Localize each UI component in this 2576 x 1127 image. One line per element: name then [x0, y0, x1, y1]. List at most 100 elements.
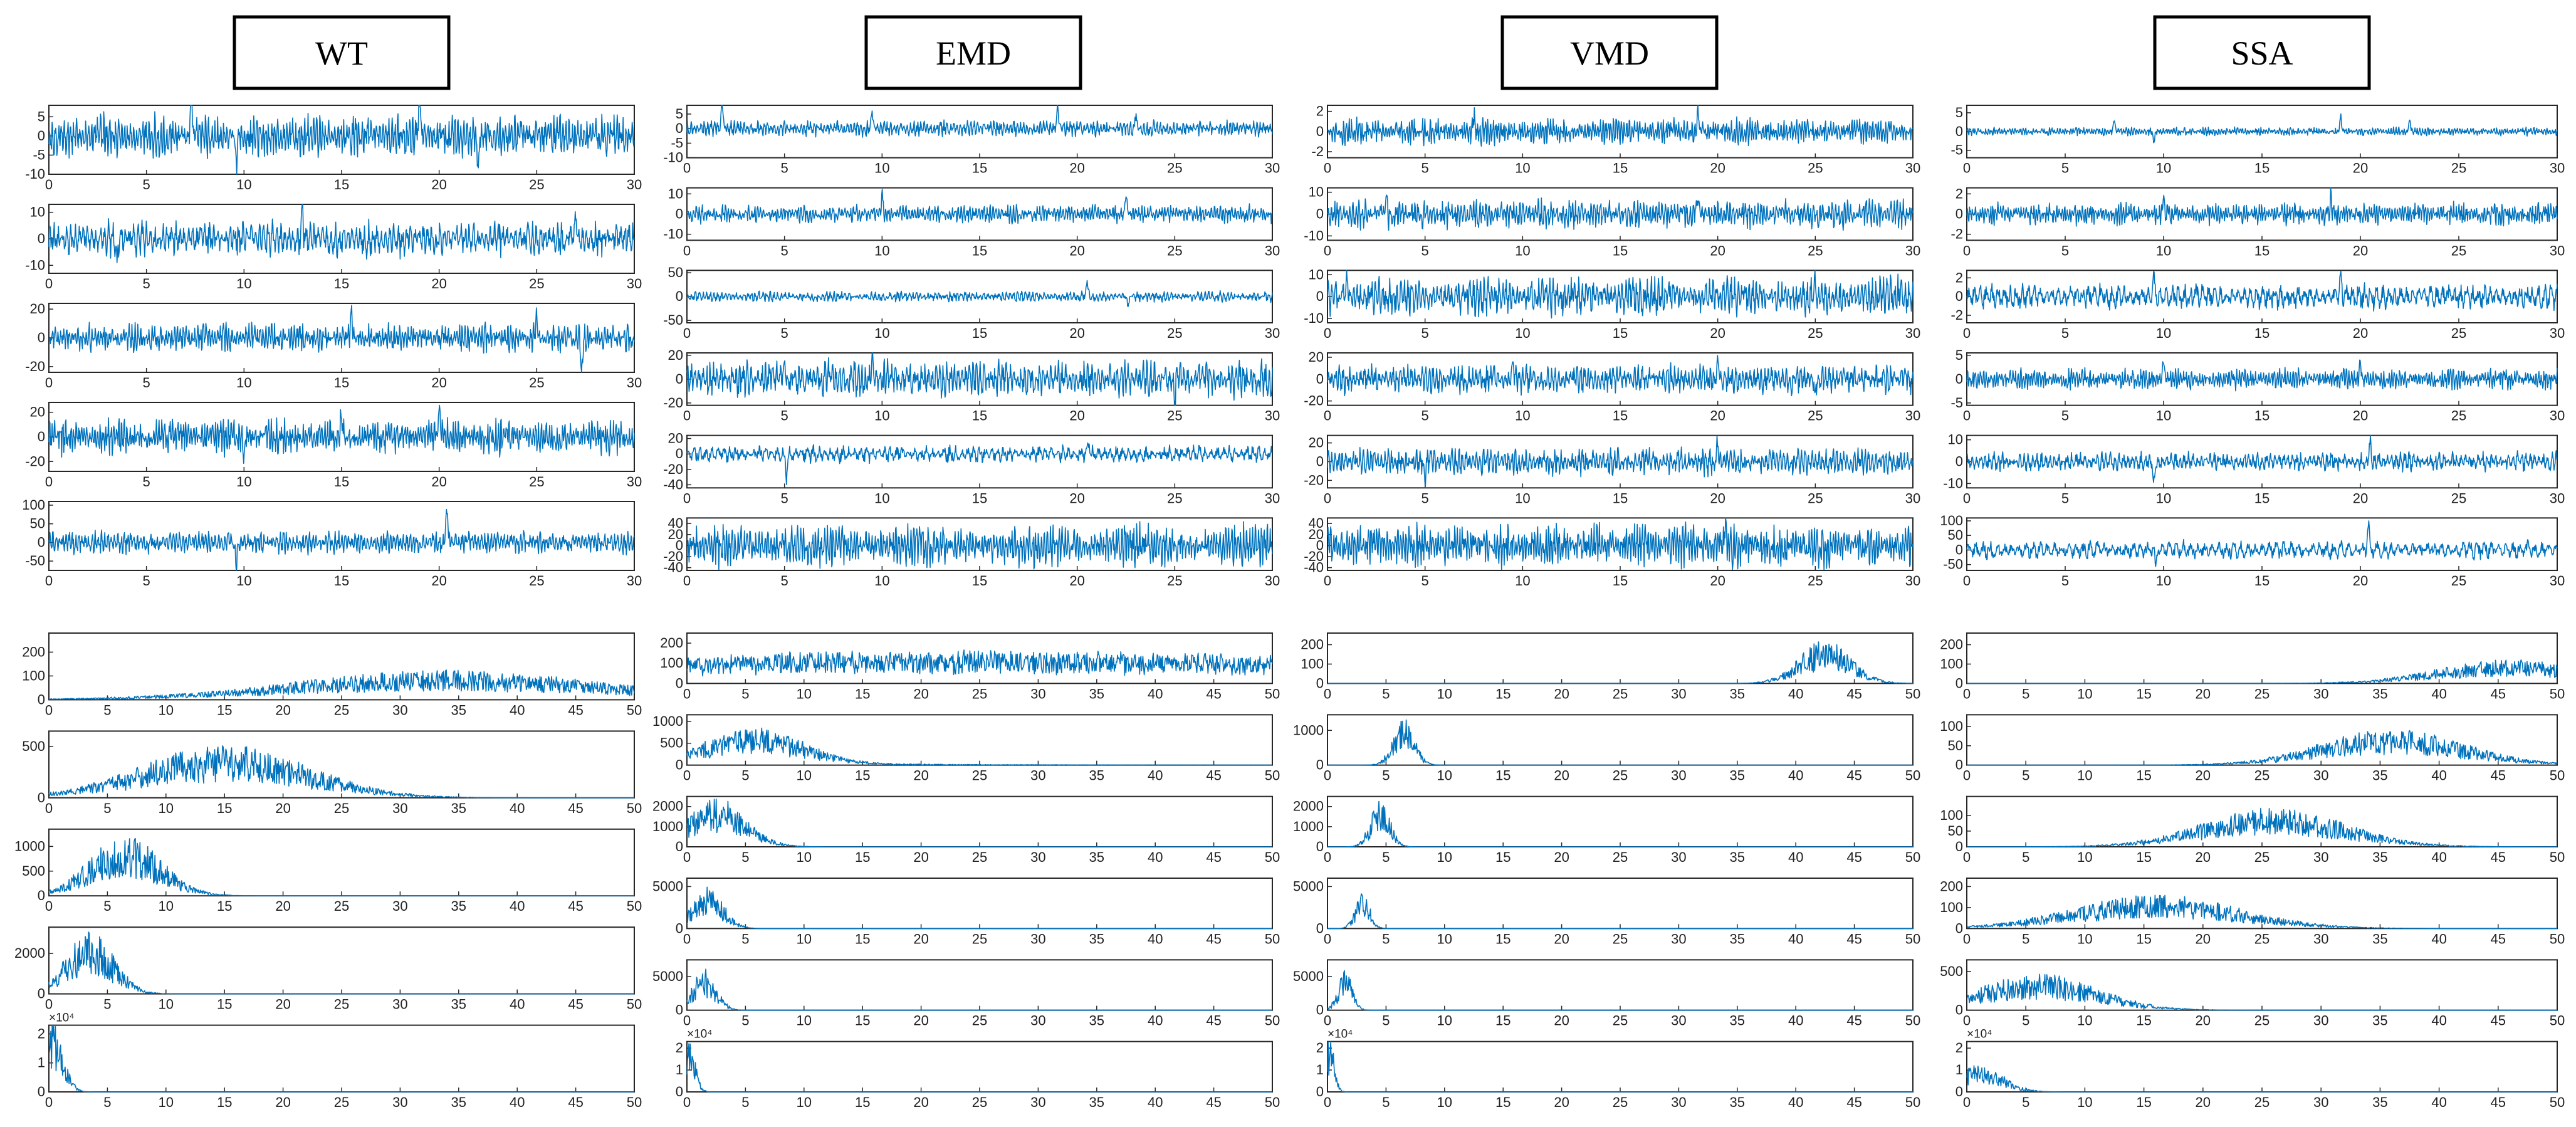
emd-time-4-y-tick-label: 20	[668, 347, 683, 363]
wt-time-4-x-tick-label: 0	[45, 474, 53, 490]
ssa-spec-5-x-tick-label: 0	[1963, 1013, 1971, 1029]
ssa-imf-2-time-series-line	[1966, 187, 2558, 227]
vmd-spec-2-x-tick-label: 0	[1324, 768, 1331, 784]
ssa-spec-4-x-tick-label: 30	[2313, 931, 2328, 946]
wt-time-4-x-tick-label: 20	[431, 474, 446, 490]
ssa-spec-1-x-tick-label: 25	[2254, 686, 2270, 701]
emd-time-5-y-tick-label: 0	[676, 446, 683, 461]
emd-spec-3-x-tick-label: 25	[972, 849, 987, 865]
emd-imf-6-spectrum-line	[686, 1043, 1272, 1093]
vmd-time-3-y-tick-label: -10	[1304, 310, 1324, 326]
wt-time-1-y-tick-label: -10	[25, 166, 45, 182]
ssa-time-1-x-tick-label: 10	[2156, 160, 2171, 176]
emd-spec-2-y-tick-label: 500	[660, 735, 683, 751]
ssa-time-4-y-tick-label: 5	[1956, 347, 1963, 363]
ssa-spec-6-x-tick-label: 10	[2077, 1094, 2092, 1110]
vmd-spec-4-x-tick-label: 20	[1554, 931, 1569, 946]
emd-time-1-x-tick-label: 10	[874, 160, 889, 176]
ssa-title-box: SSA	[2153, 15, 2371, 90]
wt-time-4-y-tick-label: 20	[30, 404, 45, 420]
emd-spec-2-x-tick-label: 50	[1265, 768, 1280, 784]
wt-spec-2-x-tick-label: 35	[451, 800, 466, 816]
wt-spec-5-y-tick-label: 2	[38, 1025, 45, 1041]
emd-spec-6-axes-frame	[686, 1041, 1273, 1093]
vmd-imf-2-spectrum-subplot: 0 5 10 15 20 25 30 35 40 45 50 1000 0	[1293, 714, 1920, 784]
wt-spec-4-x-tick-label: 20	[275, 997, 290, 1012]
ssa-spec-5-x-tick-label: 40	[2431, 1013, 2446, 1029]
emd-spec-6-y-tick-label: 1	[676, 1062, 683, 1077]
wt-time-5-x-tick-label: 15	[334, 573, 349, 589]
wt-spec-2-x-tick-label: 50	[627, 800, 642, 816]
emd-spec-6-x-tick-label: 50	[1265, 1094, 1280, 1110]
ssa-time-6-x-tick-label: 20	[2353, 573, 2368, 589]
vmd-spec-4-y-tick-label: 5000	[1293, 878, 1324, 894]
wt-time-5-x-tick-label: 5	[143, 573, 150, 589]
ssa-spec-4-x-tick-label: 45	[2491, 931, 2506, 946]
wt-spec-4-x-tick-label: 15	[217, 997, 232, 1012]
emd-spec-2-x-tick-label: 5	[741, 768, 749, 784]
ssa-time-3-x-tick-label: 25	[2451, 325, 2466, 341]
ssa-spec-6-x-tick-label: 40	[2431, 1094, 2446, 1110]
emd-time-5-x-tick-label: 5	[781, 490, 788, 506]
ssa-spec-3-y-tick-label: 0	[1956, 839, 1963, 854]
vmd-spec-5-x-tick-label: 5	[1382, 1013, 1390, 1029]
wt-imf-2-spectrum-line	[48, 745, 634, 799]
ssa-imf-3-time-series-line	[1966, 271, 2558, 312]
wt-spec-4-x-tick-label: 35	[451, 997, 466, 1012]
emd-spec-3-x-tick-label: 45	[1206, 849, 1221, 865]
vmd-time-2-y-tick-label: -10	[1304, 228, 1324, 243]
ssa-spec-1-y-tick-label: 100	[1940, 656, 1963, 671]
wt-spec-3-y-tick-label: 1000	[14, 838, 45, 854]
wt-imf-3-spectrum-line	[48, 838, 634, 896]
emd-time-6-y-tick-label: -40	[663, 560, 683, 575]
wt-spec-1-x-tick-label: 5	[103, 702, 111, 718]
ssa-time-4-x-tick-label: 10	[2156, 408, 2171, 424]
vmd-imf-3-spectrum-line	[1327, 800, 1913, 847]
vmd-spec-6-x-tick-label: 30	[1671, 1094, 1686, 1110]
ssa-time-1-y-tick-label: 0	[1956, 123, 1963, 139]
vmd-spec-5-x-tick-label: 0	[1324, 1013, 1331, 1029]
wt-title-box: WT	[233, 15, 451, 90]
ssa-spec-1-x-tick-label: 50	[2550, 686, 2565, 701]
emd-time-3-x-tick-label: 10	[874, 325, 889, 341]
vmd-time-3-x-tick-label: 15	[1613, 325, 1628, 341]
vmd-time-4-x-tick-label: 30	[1905, 408, 1920, 424]
ssa-spec-6-axes-frame	[1966, 1041, 2558, 1093]
ssa-spec-4-x-tick-label: 5	[2022, 931, 2029, 946]
vmd-time-1-x-tick-label: 30	[1905, 160, 1920, 176]
vmd-time-4-y-tick-label: -20	[1304, 393, 1324, 409]
emd-time-3-x-tick-label: 0	[683, 325, 691, 341]
vmd-spec-3-axes-frame	[1327, 795, 1914, 847]
ssa-spec-2-x-tick-label: 50	[2550, 768, 2565, 784]
ssa-title: SSA	[2231, 34, 2293, 72]
wt-spec-5-x-tick-label: 35	[451, 1094, 466, 1110]
wt-imf-1-spectrum-subplot: 0 5 10 15 20 25 30 35 40 45 50 200 100 0	[22, 632, 642, 718]
wt-time-1-y-tick-label: 0	[38, 128, 45, 144]
ssa-spec-2-x-tick-label: 20	[2196, 768, 2211, 784]
emd-spec-1-x-tick-label: 15	[855, 686, 870, 701]
vmd-spec-1-x-tick-label: 35	[1730, 686, 1745, 701]
vmd-spec-4-y-tick-label: 0	[1316, 920, 1324, 936]
vmd-spec-3-x-tick-label: 40	[1788, 849, 1803, 865]
ssa-imf-5-time-series-line	[1966, 434, 2558, 483]
wt-time-3-x-tick-label: 10	[236, 375, 251, 391]
emd-time-5-y-tick-label: -40	[663, 476, 683, 492]
vmd-spec-6-y-tick-label: 0	[1316, 1084, 1324, 1099]
wt-time-4-y-tick-label: -20	[25, 453, 45, 469]
ssa-spec-2-x-tick-label: 10	[2077, 768, 2092, 784]
emd-spec-3-x-tick-label: 50	[1265, 849, 1280, 865]
vmd-time-3-x-tick-label: 10	[1515, 325, 1530, 341]
wt-spec-4-x-tick-label: 45	[568, 997, 583, 1012]
emd-imf-3-time-series-line	[686, 280, 1273, 308]
ssa-spec-2-x-tick-label: 15	[2136, 768, 2151, 784]
ssa-imf-1-spectrum-line	[1967, 659, 2558, 684]
ssa-time-5-x-tick-label: 0	[1963, 490, 1971, 506]
emd-spectrum-exponent-label: ×10⁴	[687, 1028, 712, 1041]
wt-spec-4-x-tick-label: 25	[334, 997, 349, 1012]
vmd-spec-5-y-tick-label: 0	[1316, 1002, 1324, 1018]
emd-imf-6-time-series-line	[686, 521, 1273, 570]
ssa-spec-5-x-tick-label: 10	[2077, 1013, 2092, 1029]
vmd-time-1-y-tick-label: 0	[1316, 123, 1324, 139]
